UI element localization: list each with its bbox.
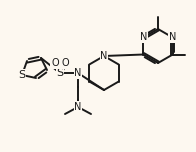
- Text: N: N: [100, 51, 108, 61]
- Text: N: N: [74, 68, 82, 78]
- Text: N: N: [74, 102, 82, 112]
- Text: N: N: [140, 33, 147, 43]
- Text: S: S: [56, 68, 64, 78]
- Text: O: O: [61, 58, 69, 68]
- Text: N: N: [169, 33, 176, 43]
- Text: O: O: [51, 58, 59, 68]
- Text: S: S: [18, 70, 25, 80]
